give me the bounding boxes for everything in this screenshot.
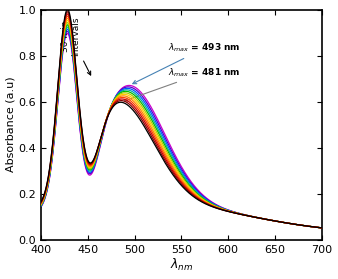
X-axis label: $\lambda_{nm}$: $\lambda_{nm}$ (170, 257, 193, 273)
Text: $\lambda_{max}$ = 481 nm: $\lambda_{max}$ = 481 nm (124, 66, 241, 101)
Y-axis label: Absorbance (a.u): Absorbance (a.u) (5, 77, 16, 172)
Text: $\lambda_{max}$ = 493 nm: $\lambda_{max}$ = 493 nm (133, 42, 241, 84)
Text: 30 min
Intervals: 30 min Intervals (61, 16, 91, 75)
